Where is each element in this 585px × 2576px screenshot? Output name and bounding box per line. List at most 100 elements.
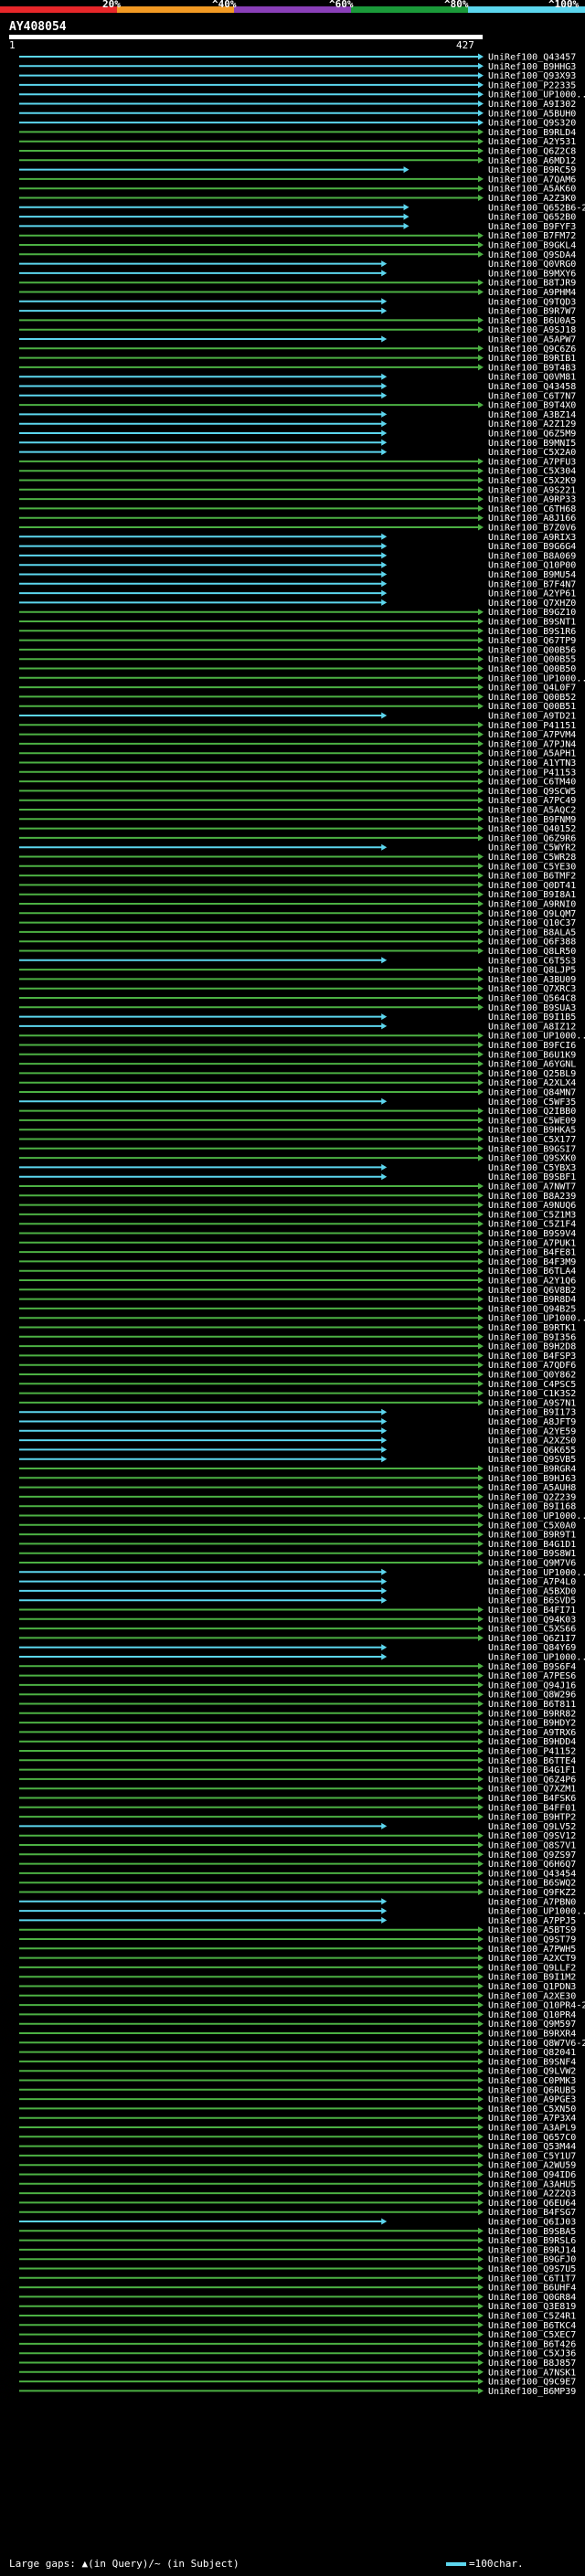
hit-label[interactable]: UniRef100_B6TKC4 bbox=[488, 2321, 576, 2331]
hit-row[interactable]: UniRef100_Q82041 bbox=[18, 2048, 576, 2058]
hit-row[interactable]: UniRef100_B9S1R6 bbox=[18, 627, 576, 637]
hit-label[interactable]: UniRef100_B9RLD4 bbox=[488, 128, 576, 138]
hit-label[interactable]: UniRef100_C6T1T7 bbox=[488, 2274, 576, 2284]
hit-row[interactable]: UniRef100_B9I168 bbox=[18, 1502, 576, 1512]
hit-label[interactable]: UniRef100_C5Z4R1 bbox=[488, 2312, 576, 2322]
hit-label[interactable]: UniRef100_Q10C37 bbox=[488, 918, 576, 928]
hit-label[interactable]: UniRef100_Q0VRG0 bbox=[488, 260, 576, 270]
hit-label[interactable]: UniRef100_B9T4X0 bbox=[488, 401, 576, 411]
hit-row[interactable]: UniRef100_C6TH68 bbox=[18, 504, 576, 514]
hit-label[interactable]: UniRef100_B7FM72 bbox=[488, 231, 576, 241]
hit-row[interactable]: UniRef100_C5WF35 bbox=[18, 1097, 576, 1108]
hit-label[interactable]: UniRef100_UP1000.. bbox=[488, 673, 585, 684]
hit-row[interactable]: UniRef100_A7QAM6 bbox=[18, 175, 576, 185]
hit-row[interactable]: UniRef100_A7NSK1 bbox=[18, 2368, 576, 2378]
hit-label[interactable]: UniRef100_C0PMK3 bbox=[488, 2076, 576, 2086]
hit-row[interactable]: UniRef100_UP1000.. bbox=[18, 1568, 585, 1578]
hit-label[interactable]: UniRef100_C5X0A0 bbox=[488, 1521, 576, 1531]
hit-row[interactable]: UniRef100_P41152 bbox=[18, 1747, 576, 1757]
hit-row[interactable]: UniRef100_B9I173 bbox=[18, 1408, 576, 1418]
hit-row[interactable]: UniRef100_B9GFJ0 bbox=[18, 2255, 576, 2265]
hit-label[interactable]: UniRef100_A5APW7 bbox=[488, 335, 576, 345]
hit-row[interactable]: UniRef100_B9RR82 bbox=[18, 1709, 576, 1719]
hit-label[interactable]: UniRef100_Q0Y862 bbox=[488, 1371, 576, 1381]
hit-row[interactable]: UniRef100_C5Z4R1 bbox=[18, 2312, 576, 2322]
hit-row[interactable]: UniRef100_B9RIB1 bbox=[18, 354, 576, 364]
hit-row[interactable]: UniRef100_A9I302 bbox=[18, 100, 576, 110]
hit-label[interactable]: UniRef100_C5WF35 bbox=[488, 1097, 576, 1108]
hit-label[interactable]: UniRef100_C5WR28 bbox=[488, 853, 576, 863]
hit-row[interactable]: UniRef100_Q6F388 bbox=[18, 938, 576, 948]
hit-label[interactable]: UniRef100_B9T4B3 bbox=[488, 363, 576, 373]
hit-label[interactable]: UniRef100_B8J857 bbox=[488, 2359, 576, 2369]
hit-row[interactable]: UniRef100_B6SVD5 bbox=[18, 1596, 576, 1606]
hit-label[interactable]: UniRef100_A7PUK1 bbox=[488, 1238, 576, 1248]
hit-row[interactable]: UniRef100_Q10P00 bbox=[18, 561, 576, 571]
hit-label[interactable]: UniRef100_A7QAM6 bbox=[488, 175, 576, 185]
hit-label[interactable]: UniRef100_B4FF01 bbox=[488, 1803, 576, 1813]
hit-row[interactable]: UniRef100_Q9SV12 bbox=[18, 1831, 576, 1841]
hit-row[interactable]: UniRef100_Q6RUB5 bbox=[18, 2085, 576, 2095]
hit-row[interactable]: UniRef100_Q9TQD3 bbox=[18, 297, 576, 307]
hit-label[interactable]: UniRef100_A9RNI0 bbox=[488, 900, 576, 910]
hit-label[interactable]: UniRef100_B9RJ14 bbox=[488, 2245, 576, 2255]
hit-row[interactable]: UniRef100_Q8W296 bbox=[18, 1691, 576, 1701]
hit-row[interactable]: UniRef100_C5YBX3 bbox=[18, 1163, 576, 1173]
hit-row[interactable]: UniRef100_A3APL9 bbox=[18, 2124, 576, 2134]
hit-label[interactable]: UniRef100_Q9ZS97 bbox=[488, 1850, 576, 1860]
hit-label[interactable]: UniRef100_A9TRX6 bbox=[488, 1728, 576, 1738]
hit-row[interactable]: UniRef100_A5AQC2 bbox=[18, 806, 576, 816]
hit-row[interactable]: UniRef100_B4FSK6 bbox=[18, 1794, 576, 1804]
hit-row[interactable]: UniRef100_B6TKC4 bbox=[18, 2321, 576, 2331]
hit-row[interactable]: UniRef100_Q00B55 bbox=[18, 655, 576, 665]
hit-row[interactable]: UniRef100_B4FI71 bbox=[18, 1606, 576, 1616]
hit-label[interactable]: UniRef100_Q9SV12 bbox=[488, 1831, 576, 1841]
hit-label[interactable]: UniRef100_Q8W7V6-2 bbox=[488, 2039, 585, 2049]
hit-label[interactable]: UniRef100_B9S1R6 bbox=[488, 627, 576, 637]
hit-row[interactable]: UniRef100_C0PMK3 bbox=[18, 2076, 576, 2086]
hit-label[interactable]: UniRef100_B9S6F4 bbox=[488, 1662, 576, 1672]
hit-label[interactable]: UniRef100_Q9C9E7 bbox=[488, 2378, 576, 2388]
hit-label[interactable]: UniRef100_Q94K03 bbox=[488, 1615, 576, 1625]
hit-row[interactable]: UniRef100_B9GKL4 bbox=[18, 241, 576, 251]
hit-label[interactable]: UniRef100_A5AQC2 bbox=[488, 806, 576, 816]
hit-row[interactable]: UniRef100_A7PUK1 bbox=[18, 1238, 576, 1248]
hit-row[interactable]: UniRef100_Q8S7V1 bbox=[18, 1841, 576, 1851]
hit-label[interactable]: UniRef100_Q8S7V1 bbox=[488, 1841, 576, 1851]
hit-label[interactable]: UniRef100_Q6H6Q7 bbox=[488, 1860, 576, 1870]
hit-label[interactable]: UniRef100_A3AHU5 bbox=[488, 2179, 576, 2189]
hit-label[interactable]: UniRef100_A2YP61 bbox=[488, 589, 576, 599]
hit-label[interactable]: UniRef100_A2Z129 bbox=[488, 419, 576, 429]
hit-row[interactable]: UniRef100_Q84MN7 bbox=[18, 1088, 576, 1098]
hit-label[interactable]: UniRef100_B9RGR4 bbox=[488, 1465, 576, 1475]
hit-row[interactable]: UniRef100_Q0Y862 bbox=[18, 1371, 576, 1381]
hit-row[interactable]: UniRef100_UP1000.. bbox=[18, 1314, 585, 1324]
hit-label[interactable]: UniRef100_Q2Z239 bbox=[488, 1492, 576, 1502]
hit-label[interactable]: UniRef100_B9SBA5 bbox=[488, 2227, 576, 2237]
hit-row[interactable]: UniRef100_C5Y1U7 bbox=[18, 2151, 576, 2161]
hit-label[interactable]: UniRef100_Q43458 bbox=[488, 382, 576, 392]
hit-row[interactable]: UniRef100_B4FF01 bbox=[18, 1803, 576, 1813]
hit-row[interactable]: UniRef100_B9FCI6 bbox=[18, 1041, 576, 1051]
hit-label[interactable]: UniRef100_Q84MN7 bbox=[488, 1088, 576, 1098]
hit-row[interactable]: UniRef100_B4FSP3 bbox=[18, 1352, 576, 1362]
hit-row[interactable]: UniRef100_A2Z3K0 bbox=[18, 194, 576, 204]
hit-label[interactable]: UniRef100_B9GZ10 bbox=[488, 608, 576, 618]
hit-row[interactable]: UniRef100_C5WE09 bbox=[18, 1116, 576, 1126]
hit-label[interactable]: UniRef100_B4G1D1 bbox=[488, 1540, 576, 1550]
hit-row[interactable]: UniRef100_B9RC59 bbox=[18, 165, 576, 175]
hit-label[interactable]: UniRef100_C6TH68 bbox=[488, 504, 576, 514]
hit-row[interactable]: UniRef100_C5XEC7 bbox=[18, 2330, 576, 2340]
hit-label[interactable]: UniRef100_B9R8D4 bbox=[488, 1295, 576, 1305]
hit-label[interactable]: UniRef100_B9RC59 bbox=[488, 165, 576, 175]
hit-row[interactable]: UniRef100_B9RLD4 bbox=[18, 128, 576, 138]
hit-label[interactable]: UniRef100_Q7XZM1 bbox=[488, 1785, 576, 1795]
hit-label[interactable]: UniRef100_B9RR82 bbox=[488, 1709, 576, 1719]
hit-label[interactable]: UniRef100_B9R9T1 bbox=[488, 1531, 576, 1541]
hit-label[interactable]: UniRef100_B4FSG7 bbox=[488, 2208, 576, 2218]
hit-row[interactable]: UniRef100_Q652B6-2 bbox=[18, 203, 585, 213]
hit-row[interactable]: UniRef100_A5BTS9 bbox=[18, 1925, 576, 1935]
hit-row[interactable]: UniRef100_Q9LLF2 bbox=[18, 1963, 576, 1973]
hit-row[interactable]: UniRef100_P22335 bbox=[18, 80, 576, 90]
hit-label[interactable]: UniRef100_Q93X93 bbox=[488, 71, 576, 81]
